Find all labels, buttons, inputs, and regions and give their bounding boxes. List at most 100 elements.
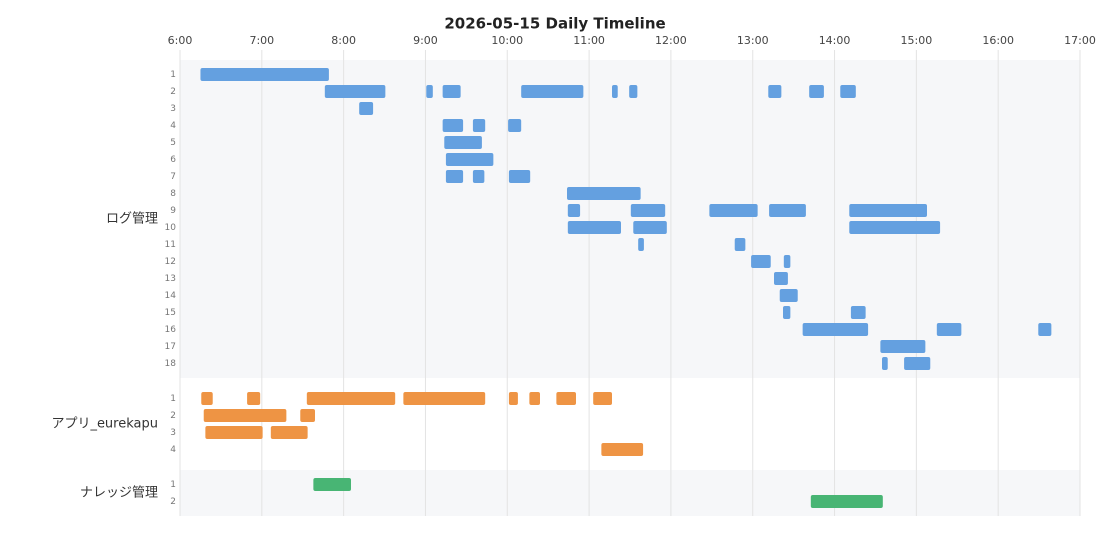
row-label: 1 <box>170 70 176 80</box>
timeline-bar <box>849 204 927 217</box>
row-label: 2 <box>170 411 176 421</box>
timeline-bar <box>1038 323 1052 336</box>
timeline-bar <box>904 357 931 370</box>
timeline-bar <box>751 255 771 268</box>
timeline-bar <box>768 85 782 98</box>
timeline-bar <box>521 85 584 98</box>
timeline-bar <box>508 392 518 405</box>
row-label: 10 <box>165 223 177 233</box>
group-label: アプリ_eurekapu <box>51 417 158 432</box>
row-label: 9 <box>170 206 176 216</box>
x-tick-label: 13:00 <box>737 34 769 47</box>
timeline-bar <box>840 85 856 98</box>
group-label: ログ管理 <box>106 212 158 227</box>
timeline-bar <box>809 85 824 98</box>
group-panel <box>180 470 1080 516</box>
row-label: 16 <box>165 325 177 335</box>
timeline-bar <box>306 392 396 405</box>
timeline-bar <box>882 357 888 370</box>
x-tick-label: 8:00 <box>331 34 356 47</box>
timeline-bar <box>849 221 941 234</box>
timeline-bar <box>508 170 531 183</box>
chart-title: 2026-05-15 Daily Timeline <box>444 15 665 33</box>
timeline-bar <box>201 392 213 405</box>
timeline-bar <box>629 85 638 98</box>
timeline-bar <box>444 136 482 149</box>
timeline-bar <box>630 204 666 217</box>
timeline-bar <box>734 238 746 251</box>
timeline-bar <box>270 426 308 439</box>
timeline-bar <box>783 306 791 319</box>
timeline-bar <box>601 443 644 456</box>
timeline-bar <box>403 392 486 405</box>
row-label: 8 <box>170 189 176 199</box>
row-label: 4 <box>170 445 176 455</box>
timeline-bar <box>445 170 464 183</box>
timeline-bar <box>556 392 576 405</box>
x-tick-label: 10:00 <box>491 34 523 47</box>
timeline-bar <box>936 323 962 336</box>
row-label: 11 <box>165 240 176 250</box>
row-label: 14 <box>165 291 177 301</box>
timeline-bar <box>567 187 641 200</box>
timeline-bar <box>442 85 461 98</box>
timeline-bar <box>567 204 581 217</box>
row-label: 1 <box>170 480 176 490</box>
row-label: 3 <box>170 428 176 438</box>
timeline-bar <box>880 340 926 353</box>
timeline-bar <box>779 289 798 302</box>
x-tick-label: 16:00 <box>982 34 1014 47</box>
timeline-bar <box>612 85 618 98</box>
x-tick-label: 9:00 <box>413 34 438 47</box>
row-label: 13 <box>165 274 176 284</box>
timeline-bar <box>200 68 329 81</box>
row-label: 2 <box>170 497 176 507</box>
timeline-bar <box>426 85 433 98</box>
row-label: 3 <box>170 104 176 114</box>
row-label: 17 <box>165 342 176 352</box>
timeline-bar <box>203 409 287 422</box>
timeline-bar <box>802 323 869 336</box>
timeline-bar <box>783 255 791 268</box>
row-label: 1 <box>170 394 176 404</box>
timeline-bar <box>324 85 386 98</box>
timeline-bar <box>633 221 667 234</box>
timeline-bar <box>313 478 351 491</box>
timeline-bar <box>205 426 263 439</box>
timeline-bar <box>850 306 866 319</box>
timeline-bar <box>810 495 883 508</box>
row-label: 15 <box>165 308 176 318</box>
timeline-bar <box>593 392 612 405</box>
timeline-bar <box>638 238 644 251</box>
timeline-bar <box>472 119 486 132</box>
timeline-bar <box>359 102 374 115</box>
row-label: 18 <box>165 359 177 369</box>
row-label: 5 <box>170 138 176 148</box>
x-tick-label: 14:00 <box>819 34 851 47</box>
timeline-bar <box>442 119 464 132</box>
timeline-bar <box>247 392 261 405</box>
x-tick-label: 15:00 <box>901 34 933 47</box>
row-label: 12 <box>165 257 176 267</box>
timeline-bar <box>567 221 621 234</box>
group-label: ナレッジ管理 <box>80 486 158 501</box>
row-label: 6 <box>170 155 176 165</box>
x-tick-label: 7:00 <box>249 34 274 47</box>
group-panel <box>180 60 1080 378</box>
timeline-bar <box>300 409 315 422</box>
timeline-bar <box>709 204 758 217</box>
x-tick-label: 6:00 <box>168 34 193 47</box>
timeline-bar <box>774 272 788 285</box>
x-tick-label: 12:00 <box>655 34 687 47</box>
row-label: 2 <box>170 87 176 97</box>
timeline-bar <box>445 153 494 166</box>
timeline-bar <box>529 392 540 405</box>
x-tick-label: 17:00 <box>1064 34 1096 47</box>
timeline-bar <box>769 204 806 217</box>
x-tick-label: 11:00 <box>573 34 605 47</box>
row-label: 4 <box>170 121 176 131</box>
timeline-bar <box>508 119 522 132</box>
timeline-bar <box>472 170 485 183</box>
